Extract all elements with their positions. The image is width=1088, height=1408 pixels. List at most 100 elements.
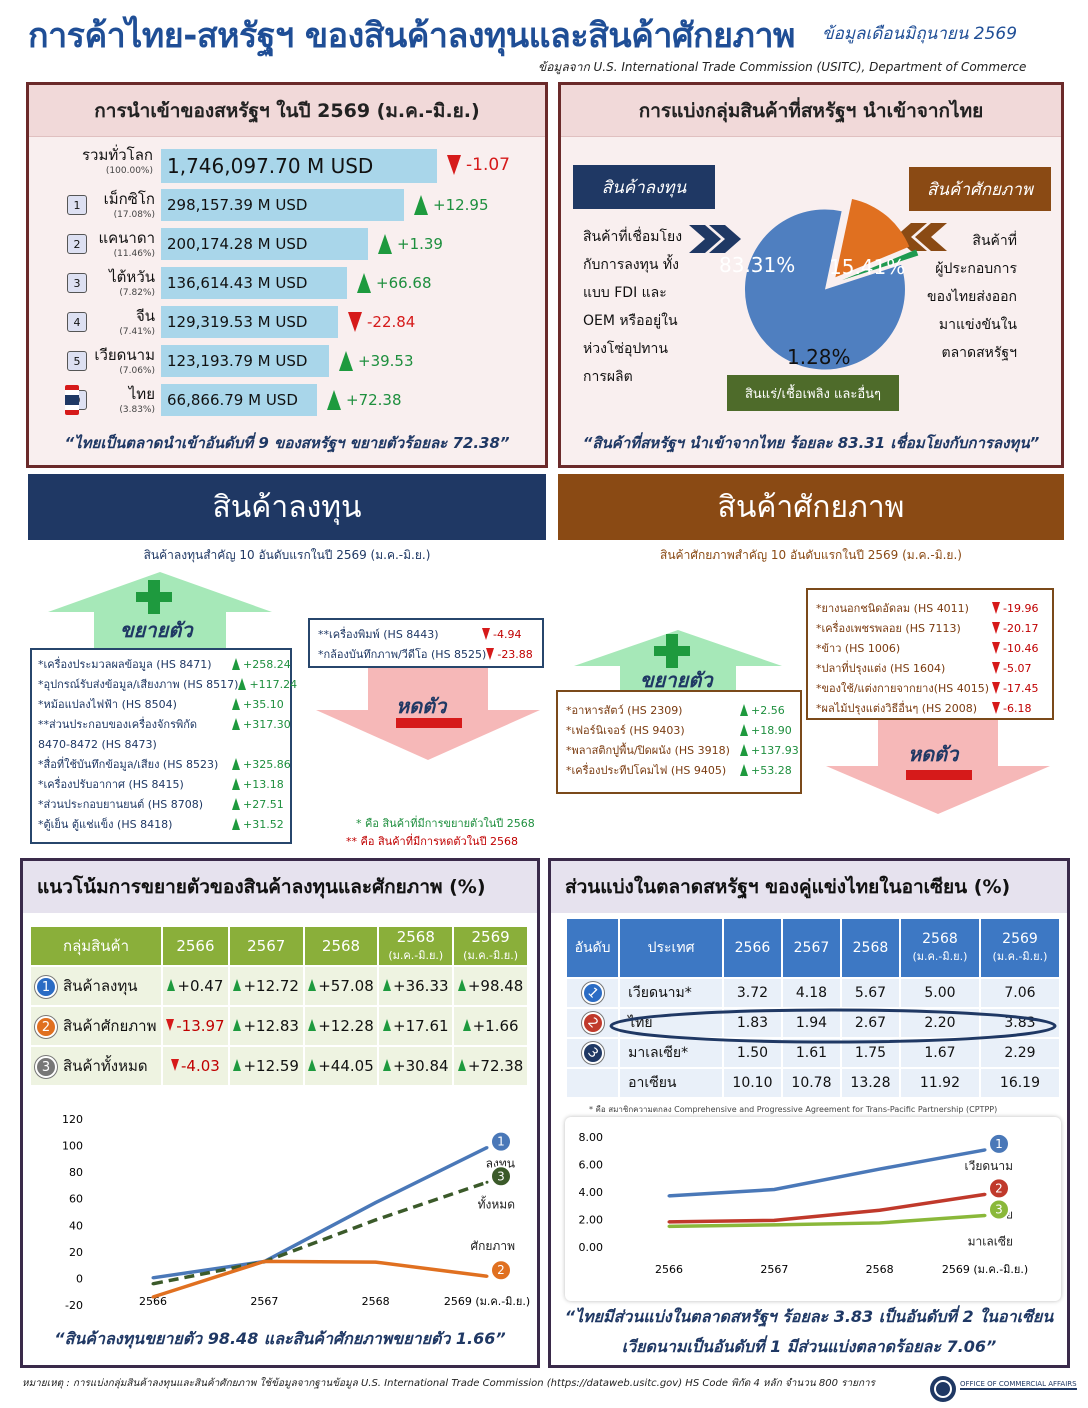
table-header: 2569 (ม.ค.-มิ.ย.)	[454, 927, 527, 965]
table-row: 3 มาเลเซีย* 1.50 1.61 1.75 1.67 2.29	[567, 1037, 1059, 1069]
down-arrow-icon	[486, 648, 495, 660]
country-name: เม็กซิโก (17.08%)	[103, 190, 155, 220]
series-number-badge	[988, 1198, 1010, 1221]
table-row: 2 สินค้าศักยภาพ -13.97 +12.83 +12.28 +17.61 +1…	[31, 1007, 527, 1045]
down-arrow-icon	[992, 602, 1000, 614]
list-item: *เครื่องปรับอากาศ (HS 8415) +13.18	[38, 777, 284, 792]
page-title: การค้าไทย-สหรัฐฯ ของสินค้าลงทุนและสินค้า…	[28, 16, 795, 56]
list-item: *ผลไม้ปรุงแต่งวิธีอื่นๆ (HS 2008) -6.18	[816, 701, 1032, 716]
note-shrink: ** คือ สินค้าที่มีการหดตัวในปี 2568	[346, 835, 519, 848]
data-point	[772, 1223, 776, 1227]
list-item: *พลาสติกปูพื้น/ปิดผนัง (HS 3918) +137.93	[566, 743, 799, 758]
list-item: *สื่อที่ใช้บันทึกข้อมูล/เสียง (HS 8523) +…	[38, 757, 291, 772]
up-arrow-icon	[339, 351, 353, 371]
rank-badge: 3	[577, 1037, 609, 1069]
svg-text:3: 3	[995, 1203, 1003, 1217]
invest-subtitle: สินค้าลงทุนสำคัญ 10 อันดับแรกในปี 2569 (…	[143, 548, 431, 562]
list-item: *ส่วนประกอบยานยนต์ (HS 8708) +27.51	[38, 797, 284, 812]
invest-shrink-list: **เครื่องพิมพ์ (HS 8443) -4.94 *กล้องบันทึ…	[308, 618, 544, 668]
x-tick-label: 2568	[362, 1295, 390, 1308]
down-arrow-icon	[348, 312, 362, 332]
y-tick-label: 20	[69, 1246, 83, 1259]
table-header: 2567	[782, 919, 840, 977]
import-change: -22.84	[348, 312, 415, 332]
import-bar: 66,866.79 M USD	[161, 384, 317, 416]
pct-invest: 83.31%	[719, 253, 796, 277]
invest-grow-label: ขยายตัว	[120, 618, 193, 642]
y-tick-label: -20	[65, 1299, 83, 1309]
number-badge: 2	[35, 1016, 57, 1039]
table-header: 2566	[163, 927, 228, 965]
imports-panel: การนำเข้าของสหรัฐฯ ในปี 2569 (ม.ค.-มิ.ย.…	[26, 82, 548, 468]
potential-shrink-label: หดตัว	[908, 742, 959, 766]
invest-grow-list: *เครื่องประมวลผลข้อมูล (HS 8471) +258.24 *…	[30, 648, 298, 844]
share-quote-1: “ไทยมีส่วนแบ่งในตลาดสหรัฐฯ ร้อยละ 3.83 เ…	[564, 1307, 1054, 1326]
groups-panel: การแบ่งกลุ่มสินค้าที่สหรัฐฯ นำเข้าจากไทย…	[558, 82, 1064, 468]
series-line	[152, 1146, 488, 1280]
pct-other: 1.28%	[787, 345, 851, 369]
data-point	[878, 1208, 882, 1212]
data-point	[485, 1180, 489, 1184]
group-pie	[689, 199, 947, 370]
y-tick-label: 100	[62, 1140, 83, 1153]
rank-badge: 3	[67, 273, 87, 293]
note-grow: * คือ สินค้าที่มีการขยายตัวในปี 2568	[356, 817, 535, 830]
country-name: จีน (7.41%)	[119, 307, 155, 337]
y-tick-label: 0.00	[579, 1241, 604, 1254]
y-tick-label: 8.00	[579, 1131, 604, 1144]
down-arrow-icon	[992, 642, 1000, 654]
down-arrow-icon	[992, 682, 1000, 694]
invest-description: สินค้าที่เชื่อมโยง กับการลงทุน ทั้ง แบบ FD…	[583, 229, 683, 385]
up-arrow-icon	[414, 195, 428, 215]
list-item: *อุปกรณ์รับส่งข้อมูล/เสียงภาพ (HS 8517) +…	[38, 677, 298, 692]
data-point	[262, 1259, 266, 1263]
table-header: กลุ่มสินค้า	[31, 927, 161, 965]
up-arrow-icon	[740, 724, 748, 736]
import-bar: 136,614.43 M USD	[161, 267, 347, 299]
data-point	[485, 1274, 489, 1278]
series-line	[152, 1180, 488, 1286]
list-item: *ของใช้/แต่งกายจากยาง(HS 4015) -17.45	[816, 681, 1039, 696]
up-arrow-icon	[232, 718, 240, 730]
invest-shrink-label: หดตัว	[396, 694, 447, 718]
up-arrow-icon	[232, 798, 240, 810]
y-tick-label: 60	[69, 1193, 83, 1206]
list-item: *เฟอร์นิเจอร์ (HS 9403) +18.90	[566, 723, 792, 738]
data-source: ข้อมูลจาก U.S. International Trade Commi…	[538, 60, 1027, 74]
pie-slice-other	[842, 249, 919, 281]
total-label: รวมทั่วโลก (100.00%)	[81, 146, 153, 176]
svg-text:2: 2	[497, 1263, 505, 1277]
logo-text: OFFICE OF COMMERCIAL AFFAIRS	[960, 1380, 1077, 1390]
list-item: *ปลาที่ปรุงแต่ง (HS 1604) -5.07	[816, 661, 1032, 676]
list-item: *เครื่องประมวลผลข้อมูล (HS 8471) +258.24	[38, 657, 291, 672]
table-header: อันดับ	[567, 919, 619, 977]
import-bar: 200,174.28 M USD	[161, 228, 368, 260]
rank-badge: 5	[67, 351, 87, 371]
potential-subtitle: สินค้าศักยภาพสำคัญ 10 อันดับแรกในปี 2569…	[660, 548, 962, 562]
share-table: อันดับ ประเทศ 2566 2567 2568 2568 (ม.ค.-มิ.ย.)…	[565, 917, 1061, 1099]
list-item: *ยางนอกชนิดอัดลม (HS 4011) -19.96	[816, 601, 1039, 616]
share-line-chart: 8.00 6.00 4.00 2.00 0.00 2566 2567 2568 2569 (ม.…	[579, 1131, 1029, 1276]
data-point	[667, 1224, 671, 1228]
x-tick-label: 2566	[139, 1295, 167, 1308]
svg-text:1: 1	[497, 1135, 505, 1149]
rank-badge: 2	[577, 1007, 609, 1039]
data-point	[374, 1260, 378, 1264]
table-header: 2566	[723, 919, 781, 977]
up-arrow-icon	[378, 234, 392, 254]
down-arrow-icon	[482, 628, 490, 640]
table-header: 2568 (ม.ค.-มิ.ย.)	[379, 927, 453, 965]
data-point	[151, 1276, 155, 1280]
up-arrow-icon	[357, 273, 371, 293]
potential-label: สินค้าศักยภาพ	[909, 167, 1051, 211]
up-arrow-icon	[232, 818, 240, 830]
down-arrow-icon	[447, 155, 461, 175]
groups-heading: การแบ่งกลุ่มสินค้าที่สหรัฐฯ นำเข้าจากไทย	[561, 85, 1061, 137]
series-number-badge	[490, 1259, 512, 1282]
import-bar: 298,157.39 M USD	[161, 189, 404, 221]
list-item: *ข้าว (HS 1006) -10.46	[816, 641, 1039, 656]
groups-quote: “สินค้าที่สหรัฐฯ นำเข้าจากไทย ร้อยละ 83.…	[582, 434, 1040, 452]
x-tick-label: 2567	[250, 1295, 278, 1308]
series-number-badge	[988, 1177, 1010, 1200]
y-tick-label: 2.00	[579, 1214, 604, 1227]
